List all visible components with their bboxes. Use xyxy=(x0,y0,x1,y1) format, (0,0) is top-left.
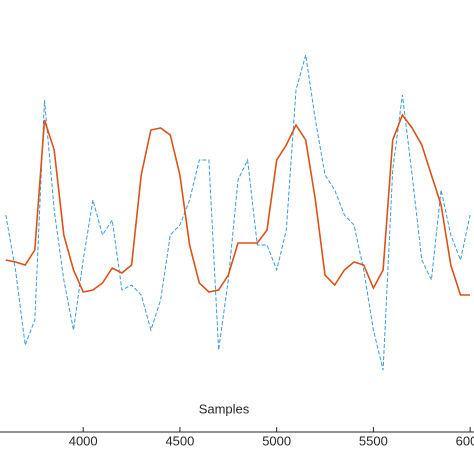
x-tick-label: 5000 xyxy=(262,433,291,448)
series-line xyxy=(5,113,471,296)
x-tick-label: 4000 xyxy=(69,433,98,448)
x-tick-label: 6000 xyxy=(456,433,474,448)
x-tick-label: 5500 xyxy=(359,433,388,448)
x-tick-label: 4500 xyxy=(165,433,194,448)
x-axis-label: Samples xyxy=(199,401,250,416)
series-line xyxy=(5,54,471,371)
